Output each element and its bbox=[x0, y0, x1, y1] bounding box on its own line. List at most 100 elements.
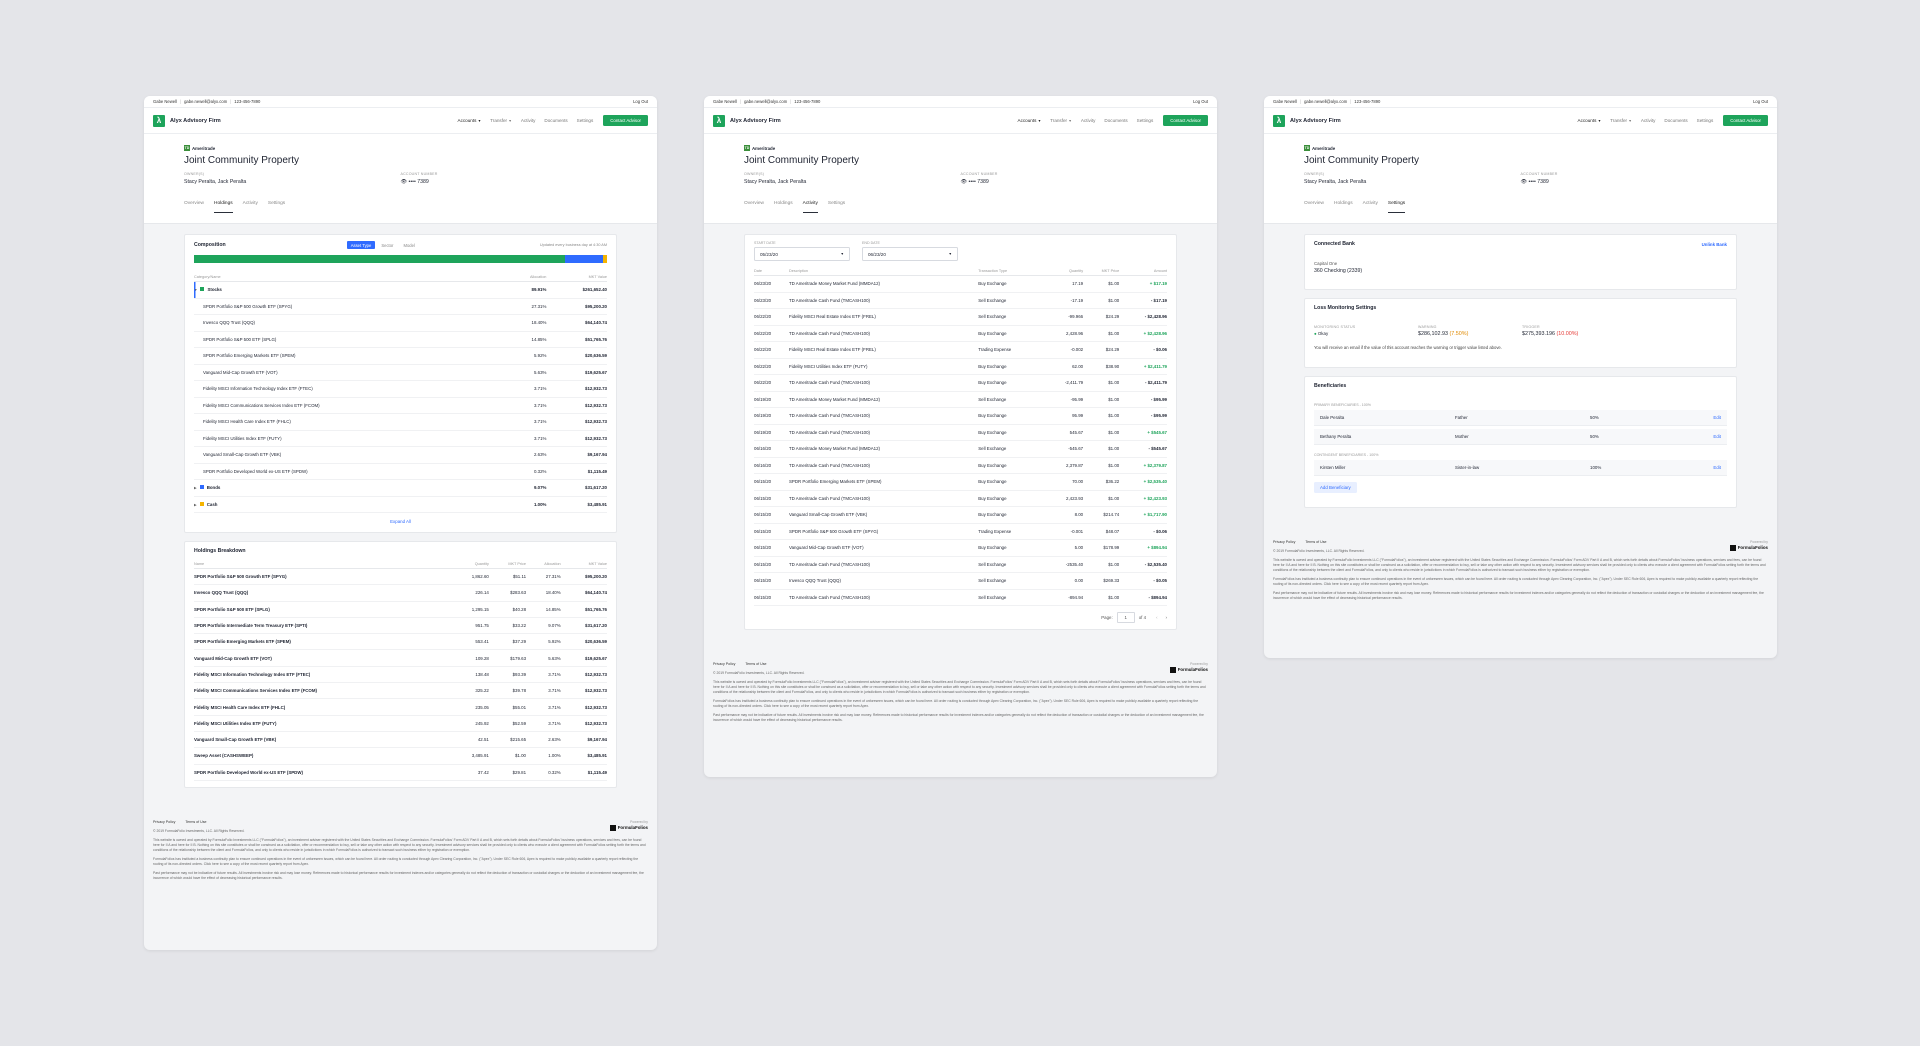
contact-advisor-button[interactable]: Contact Advisor bbox=[603, 115, 648, 126]
table-row: 06/22/20 Fidelity MSCI Real Estate Index … bbox=[754, 308, 1167, 326]
lambda-logo-icon[interactable]: λ bbox=[153, 114, 165, 127]
cell-price: $1.00 bbox=[1083, 589, 1120, 606]
category-row[interactable]: ▶ Cash 1.00% $3,485.91 bbox=[194, 496, 607, 513]
end-date-select[interactable]: 06/23/20 ▼ bbox=[862, 247, 958, 261]
cell-amount: + $2,535.40 bbox=[1119, 473, 1167, 491]
beneficiaries-title: Beneficiaries bbox=[1314, 383, 1347, 389]
mkt-value: $20,636.59 bbox=[546, 347, 607, 365]
beneficiary-name: Kirsten Miller bbox=[1320, 465, 1346, 470]
nav-documents[interactable]: Documents bbox=[1104, 118, 1128, 123]
chevron-right-icon[interactable]: › bbox=[1165, 615, 1167, 620]
disclosure-2: FormulaFolios has instituted a business … bbox=[153, 856, 639, 866]
cell-description: Fidelity MSCI Utilities Index ETF (FUTY) bbox=[788, 358, 979, 375]
edit-beneficiary-link[interactable]: Edit bbox=[1713, 415, 1721, 420]
toggle-model[interactable]: Model bbox=[403, 242, 415, 248]
tab-holdings[interactable]: Holdings bbox=[774, 201, 793, 206]
tab-holdings[interactable]: Holdings bbox=[1334, 201, 1353, 206]
nav-documents[interactable]: Documents bbox=[544, 118, 568, 123]
nav-activity[interactable]: Activity bbox=[520, 118, 536, 123]
start-date-select[interactable]: 05/23/20 ▼ bbox=[754, 247, 850, 261]
cell-description: TD Ameritrade Cash Fund (TMCASH100) bbox=[788, 292, 979, 309]
nav-transfer[interactable]: Transfer ▼ bbox=[490, 118, 512, 123]
cell-amount: + $894.94 bbox=[1119, 539, 1167, 557]
tab-holdings[interactable]: Holdings bbox=[214, 201, 233, 213]
nav-activity[interactable]: Activity bbox=[1080, 118, 1096, 123]
category-row[interactable]: ▼ Stocks 89.91% $261,652.40 bbox=[194, 281, 607, 299]
privacy-policy-link[interactable]: Privacy Policy bbox=[153, 819, 176, 824]
terms-link[interactable]: Terms of Use bbox=[185, 819, 207, 824]
nav-settings[interactable]: Settings bbox=[1696, 118, 1714, 123]
nav-documents[interactable]: Documents bbox=[1664, 118, 1688, 123]
cell-value: $1,115.49 bbox=[560, 764, 607, 781]
copyright: © 2019 FormulaFolio Investments, LLC. Al… bbox=[1273, 549, 1365, 554]
table-row: Fidelity MSCI Communications Services In… bbox=[194, 397, 607, 414]
cell-allocation: 1.00% bbox=[526, 747, 561, 765]
cell-amount: + $17.19 bbox=[1119, 275, 1167, 293]
tab-activity[interactable]: Activity bbox=[802, 201, 818, 213]
brand-name[interactable]: Alyx Advisory Firm bbox=[170, 117, 221, 124]
cell-amount: - $17.19 bbox=[1119, 292, 1167, 309]
tab-settings[interactable]: Settings bbox=[267, 201, 286, 206]
table-row: 06/23/20 TD Ameritrade Cash Fund (TMCASH1… bbox=[754, 292, 1167, 309]
nav-accounts[interactable]: Accounts ▼ bbox=[457, 118, 482, 123]
nav-activity[interactable]: Activity bbox=[1640, 118, 1656, 123]
tab-activity[interactable]: Activity bbox=[242, 201, 258, 206]
cell-date: 06/15/20 bbox=[754, 506, 789, 524]
cell-date: 06/22/20 bbox=[754, 358, 789, 375]
terms-link[interactable]: Terms of Use bbox=[745, 662, 767, 666]
privacy-policy-link[interactable]: Privacy Policy bbox=[1273, 540, 1296, 544]
holding-name: SPDR Portfolio Developed World ex-US ETF… bbox=[194, 463, 506, 480]
cell-description: Vanguard Mid-Cap Growth ETF (VOT) bbox=[788, 539, 979, 557]
tab-activity[interactable]: Activity bbox=[1362, 201, 1378, 206]
cell-date: 06/19/20 bbox=[754, 391, 789, 408]
nav-transfer[interactable]: Transfer ▼ bbox=[1610, 118, 1632, 123]
nav-settings[interactable]: Settings bbox=[576, 118, 594, 123]
category-name: Stocks bbox=[207, 287, 222, 293]
table-row: Sweep Asset (CASHSWEEP) 3,485.91 $1.00 1.00… bbox=[194, 747, 607, 765]
add-beneficiary-button[interactable]: Add Beneficiary bbox=[1314, 482, 1357, 493]
nav-accounts[interactable]: Accounts ▼ bbox=[1577, 118, 1602, 123]
terms-link[interactable]: Terms of Use bbox=[1305, 540, 1327, 544]
nav-settings[interactable]: Settings bbox=[1136, 118, 1154, 123]
chevron-left-icon[interactable]: ‹ bbox=[1156, 615, 1158, 620]
tab-overview[interactable]: Overview bbox=[1304, 201, 1324, 206]
toggle-asset-type[interactable]: Asset Type bbox=[346, 241, 376, 249]
allocation: 1.00% bbox=[505, 496, 547, 513]
contact-advisor-button[interactable]: Contact Advisor bbox=[1723, 115, 1768, 126]
cell-quantity: -99.966 bbox=[1045, 308, 1084, 326]
unlink-bank-link[interactable]: Unlink Bank bbox=[1701, 241, 1727, 247]
cell-allocation: 3.71% bbox=[526, 715, 561, 732]
lambda-logo-icon[interactable]: λ bbox=[713, 114, 725, 127]
holding-name: Vanguard Small-Cap Growth ETF (VBK) bbox=[194, 446, 506, 464]
logout-link[interactable]: Log Out bbox=[1753, 99, 1768, 104]
lambda-logo-icon[interactable]: λ bbox=[1273, 114, 1285, 127]
cell-description: TD Ameritrade Cash Fund (TMCASH100) bbox=[788, 490, 979, 507]
category-row[interactable]: ▶ Bonds 9.07% $31,617.20 bbox=[194, 479, 607, 497]
eye-icon[interactable]: 👁 bbox=[960, 179, 968, 185]
cell-name: Fidelity MSCI Utilities Index ETF (FUTY) bbox=[194, 715, 453, 732]
nav-transfer[interactable]: Transfer ▼ bbox=[1050, 118, 1072, 123]
cell-date: 06/15/20 bbox=[754, 490, 789, 507]
brand-name[interactable]: Alyx Advisory Firm bbox=[1290, 117, 1341, 124]
edit-beneficiary-link[interactable]: Edit bbox=[1713, 465, 1721, 470]
contact-advisor-button[interactable]: Contact Advisor bbox=[1163, 115, 1208, 126]
toggle-sector[interactable]: Sector bbox=[381, 242, 394, 248]
eye-icon[interactable]: 👁 bbox=[1520, 179, 1528, 185]
brand-name[interactable]: Alyx Advisory Firm bbox=[730, 117, 781, 124]
tab-settings[interactable]: Settings bbox=[827, 201, 846, 206]
edit-beneficiary-link[interactable]: Edit bbox=[1713, 434, 1721, 439]
privacy-policy-link[interactable]: Privacy Policy bbox=[713, 662, 736, 666]
tab-overview[interactable]: Overview bbox=[744, 201, 764, 206]
user-phone: 123-456-7890 bbox=[794, 99, 821, 104]
tab-settings[interactable]: Settings bbox=[1387, 201, 1406, 213]
eye-icon[interactable]: 👁 bbox=[400, 179, 408, 185]
cell-quantity: -894.94 bbox=[1045, 589, 1084, 606]
expand-all-link[interactable]: Expand All bbox=[390, 519, 411, 524]
tab-overview[interactable]: Overview bbox=[184, 201, 204, 206]
nav-accounts[interactable]: Accounts ▼ bbox=[1017, 118, 1042, 123]
table-row: SPDR Portfolio Intermediate Term Treasur… bbox=[194, 617, 607, 635]
logout-link[interactable]: Log Out bbox=[1193, 99, 1208, 104]
page-input[interactable]: 1 bbox=[1116, 612, 1135, 623]
logout-link[interactable]: Log Out bbox=[633, 99, 648, 104]
composition-card: Composition Asset Type Sector Model Upda… bbox=[184, 234, 617, 533]
